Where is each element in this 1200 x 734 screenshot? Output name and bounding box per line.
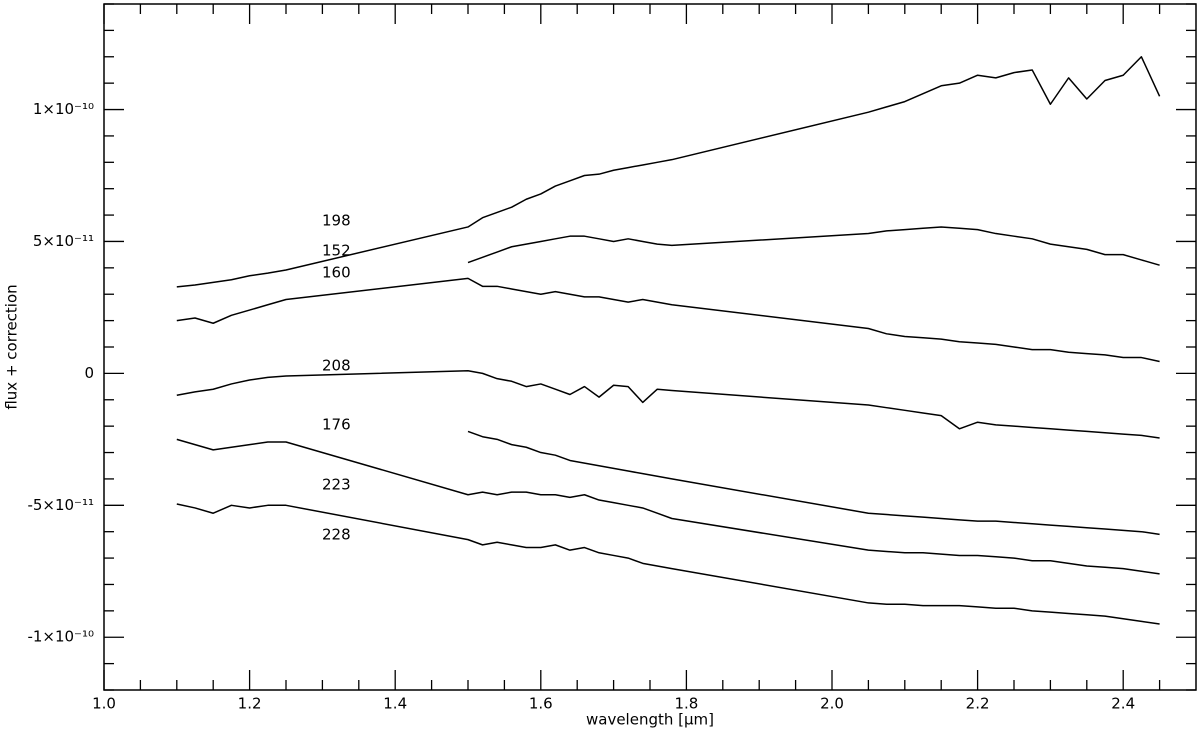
x-tick-label: 1.0: [92, 695, 116, 713]
y-tick-label: 5×10⁻¹¹: [33, 232, 94, 250]
series-label: 152: [322, 242, 351, 260]
spectrum-line: [467, 430, 1160, 536]
y-tick-label: 1×10⁻¹⁰: [33, 100, 94, 118]
x-tick-label: 2.0: [820, 695, 844, 713]
series-label: 176: [322, 416, 351, 434]
y-axis-label: flux + correction: [3, 284, 21, 409]
x-tick-label: 1.8: [674, 695, 698, 713]
x-tick-label: 1.2: [238, 695, 262, 713]
series-label: 198: [322, 212, 351, 230]
spectrum-line: [176, 56, 1161, 288]
y-tick-label: -5×10⁻¹¹: [27, 496, 94, 514]
spectrum-line: [176, 503, 1160, 625]
y-tick-label: -1×10⁻¹⁰: [27, 628, 94, 646]
plot-frame: [103, 3, 1197, 691]
y-tick-label: 0: [84, 364, 94, 382]
spectrum-line: [176, 438, 1160, 575]
series-label: 228: [322, 526, 351, 544]
x-tick-label: 2.2: [966, 695, 990, 713]
spectrum-line: [176, 370, 1160, 439]
spectrum-line: [467, 226, 1160, 266]
series-label: 223: [322, 476, 351, 494]
spectrum-line: [176, 277, 1160, 363]
x-axis-label: wavelength [μm]: [586, 711, 714, 729]
x-tick-label: 1.6: [529, 695, 553, 713]
x-tick-label: 1.4: [383, 695, 407, 713]
series-label: 160: [322, 264, 351, 282]
x-tick-label: 2.4: [1111, 695, 1135, 713]
series-label: 208: [322, 357, 351, 375]
